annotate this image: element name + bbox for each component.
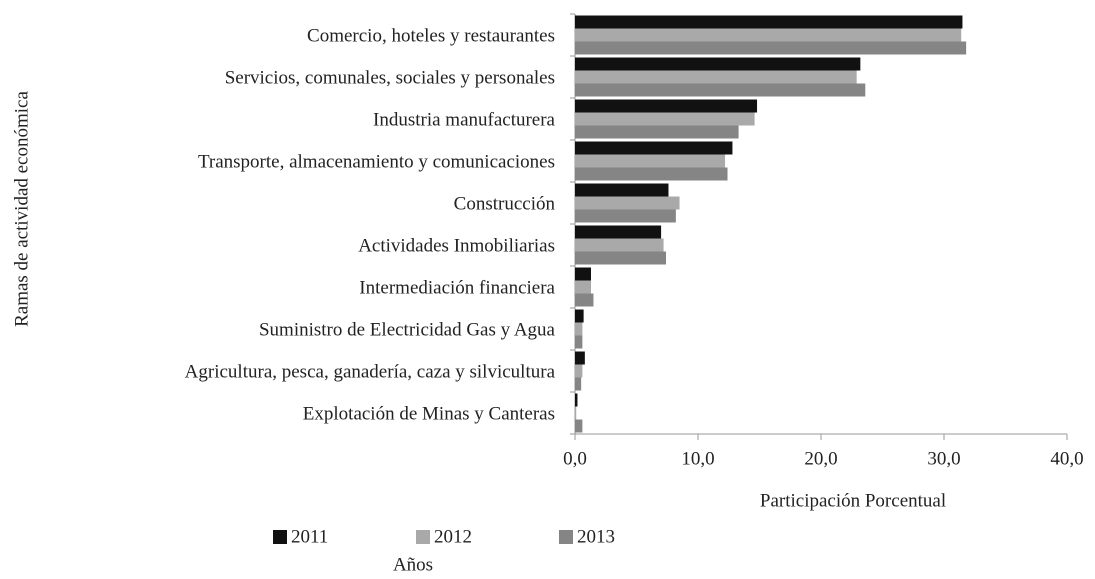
bar <box>575 406 577 420</box>
x-tick-label: 20,0 <box>804 448 837 469</box>
x-tick-label: 10,0 <box>681 448 714 469</box>
bar <box>575 419 583 433</box>
y-tick-label: Industria manufacturera <box>373 109 556 130</box>
bar <box>575 364 583 378</box>
bar <box>575 28 962 42</box>
bar <box>575 41 967 55</box>
bar <box>575 99 758 113</box>
bar <box>575 267 591 281</box>
x-tick-label: 0,0 <box>563 448 587 469</box>
legend-title: Años <box>393 554 433 575</box>
bar <box>575 293 594 307</box>
legend-swatch <box>273 530 287 544</box>
x-axis-label: Participación Porcentual <box>760 490 946 511</box>
bar <box>575 154 726 168</box>
bar <box>575 209 676 223</box>
bar <box>575 183 669 197</box>
bar <box>575 125 739 139</box>
legend-label: 2011 <box>291 526 328 547</box>
bar <box>575 351 585 365</box>
bar <box>575 238 664 252</box>
legend-label: 2012 <box>434 526 472 547</box>
y-tick-label: Agricultura, pesca, ganadería, caza y si… <box>185 361 556 382</box>
bar <box>575 57 861 71</box>
bar <box>575 251 667 265</box>
bar <box>575 83 866 97</box>
y-tick-label: Intermediación financiera <box>359 277 555 298</box>
bar <box>575 15 963 29</box>
bar <box>575 167 728 181</box>
y-tick-label: Suministro de Electricidad Gas y Agua <box>259 319 556 340</box>
y-tick-label: Explotación de Minas y Canteras <box>303 403 555 424</box>
bar <box>575 335 583 349</box>
bar <box>575 393 578 407</box>
y-tick-label: Comercio, hoteles y restaurantes <box>307 25 555 46</box>
bar <box>575 70 857 84</box>
bar <box>575 196 680 210</box>
bar <box>575 112 755 126</box>
legend-label: 2013 <box>577 526 615 547</box>
x-tick-label: 30,0 <box>927 448 960 469</box>
y-tick-label: Construcción <box>454 193 556 214</box>
legend-swatch <box>416 530 430 544</box>
bar <box>575 225 662 239</box>
bar <box>575 377 582 391</box>
y-tick-label: Transporte, almacenamiento y comunicacio… <box>198 151 555 172</box>
bar <box>575 309 584 323</box>
y-tick-label: Actividades Inmobiliarias <box>358 235 555 256</box>
bar <box>575 141 733 155</box>
bar <box>575 322 583 336</box>
bar <box>575 280 591 294</box>
y-tick-label: Servicios, comunales, sociales y persona… <box>225 67 555 88</box>
x-tick-label: 40,0 <box>1050 448 1083 469</box>
y-axis-label: Ramas de actividad económica <box>11 91 32 327</box>
legend-swatch <box>559 530 573 544</box>
